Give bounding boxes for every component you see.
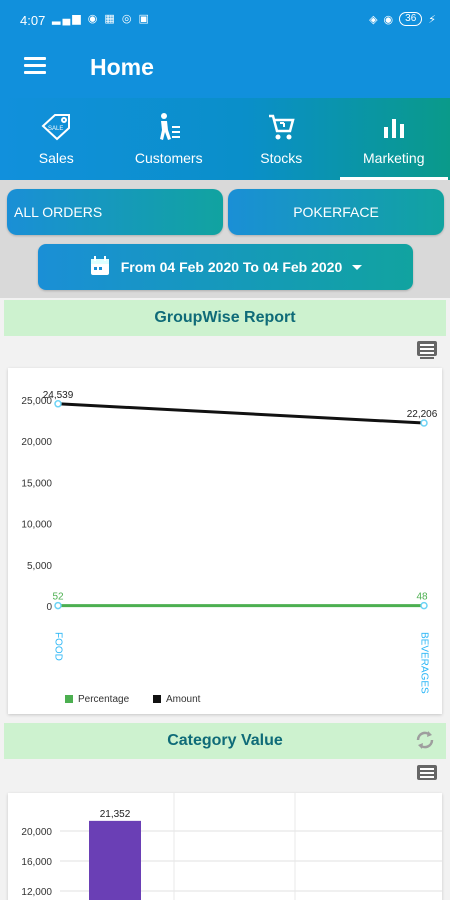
y-tick-label: 20,000	[21, 437, 52, 448]
data-label: 22,206	[407, 409, 438, 420]
app-bar: Home	[0, 40, 450, 98]
battery-icon: 36	[399, 12, 423, 26]
tab-label: Marketing	[363, 150, 425, 166]
tab-marketing[interactable]: Marketing	[338, 98, 450, 180]
main-tabs: SALE Sales Customers Stocks Marketing	[0, 98, 450, 180]
y-tick-label: 25,000	[21, 396, 52, 407]
data-point[interactable]	[54, 400, 62, 408]
legend-swatch	[65, 695, 73, 703]
status-time: 4:07	[20, 13, 46, 28]
data-point[interactable]	[54, 601, 62, 610]
y-tick-label: 16,000	[21, 857, 52, 868]
data-label: 48	[416, 592, 428, 603]
list-view-icon[interactable]	[416, 764, 438, 784]
series-line-amount	[57, 402, 425, 425]
y-tick-label: 0	[46, 602, 52, 613]
legend-label: Percentage	[78, 694, 130, 705]
active-tab-indicator	[339, 177, 448, 180]
groupwise-report-title: GroupWise Report	[154, 309, 296, 326]
category-chart-card: 12,000 16,000 20,000 21,352	[8, 793, 442, 900]
y-tick-label: 12,000	[21, 887, 52, 898]
report-content[interactable]: GroupWise Report 0 5,000 10,000 15,000 20,00…	[0, 298, 450, 900]
bar-value-label: 21,352	[100, 809, 131, 820]
customer-select-button[interactable]: POKERFACE	[228, 189, 444, 235]
category-value-title: Category Value	[167, 732, 283, 749]
tab-sales[interactable]: SALE Sales	[0, 98, 113, 180]
tab-stocks[interactable]: Stocks	[225, 98, 338, 180]
y-tick-label: 15,000	[21, 478, 52, 489]
legend-label: Amount	[166, 694, 201, 705]
customer-queue-icon	[113, 112, 226, 142]
status-bar: 4:07 ▂▄▆ ◉ ▦ ◎ ▣ ◈ ◉ 36 ⚡	[0, 0, 450, 40]
tab-label: Customers	[134, 150, 203, 166]
status-notification-icons: ▂▄▆ ◉ ▦ ◎ ▣	[52, 13, 151, 25]
groupwise-line-chart: 0 5,000 10,000 15,000 20,000 25,000 52 48 24,539…	[21, 390, 438, 705]
x-tick-label: BEVERAGES	[418, 632, 429, 694]
refresh-icon[interactable]	[414, 729, 436, 765]
all-orders-button[interactable]: ALL ORDERS	[7, 189, 223, 235]
wifi-icon: ◈	[369, 13, 378, 26]
data-label: 24,539	[43, 390, 74, 401]
menu-icon[interactable]	[24, 57, 46, 75]
groupwise-report-header: GroupWise Report	[4, 300, 446, 336]
category-value-header: Category Value	[4, 723, 446, 759]
groupwise-chart-card: 0 5,000 10,000 15,000 20,000 25,000 52 48 24,539…	[8, 368, 442, 714]
alarm-icon: ◉	[383, 13, 394, 26]
y-tick-label: 20,000	[21, 827, 52, 838]
customer-select-label: POKERFACE	[293, 204, 379, 220]
x-tick-label: FOOD	[52, 632, 63, 661]
list-view-icon[interactable]	[416, 340, 438, 360]
cart-icon	[225, 112, 338, 142]
status-system-icons: ◈ ◉ 36 ⚡	[369, 12, 436, 26]
tab-label: Sales	[38, 150, 74, 166]
tab-customers[interactable]: Customers	[113, 98, 226, 180]
svg-text:SALE: SALE	[48, 126, 63, 132]
data-point[interactable]	[420, 601, 428, 610]
all-orders-label: ALL ORDERS	[14, 204, 103, 220]
chevron-down-icon	[352, 264, 363, 270]
data-point[interactable]	[420, 419, 428, 427]
page-title: Home	[90, 54, 154, 80]
date-range-label: From 04 Feb 2020 To 04 Feb 2020	[120, 259, 343, 275]
legend-swatch	[153, 695, 161, 703]
charging-icon: ⚡	[428, 13, 436, 26]
category-bar-chart: 12,000 16,000 20,000 21,352	[21, 793, 442, 900]
y-tick-label: 5,000	[27, 561, 52, 572]
data-label: 52	[52, 592, 64, 603]
tab-label: Stocks	[260, 150, 303, 166]
calendar-icon	[89, 255, 111, 280]
date-range-button[interactable]: From 04 Feb 2020 To 04 Feb 2020	[38, 244, 413, 290]
y-tick-label: 10,000	[21, 520, 52, 531]
bar-chart-icon	[338, 112, 450, 142]
bar[interactable]	[89, 820, 141, 900]
sale-tag-icon: SALE	[0, 112, 113, 142]
